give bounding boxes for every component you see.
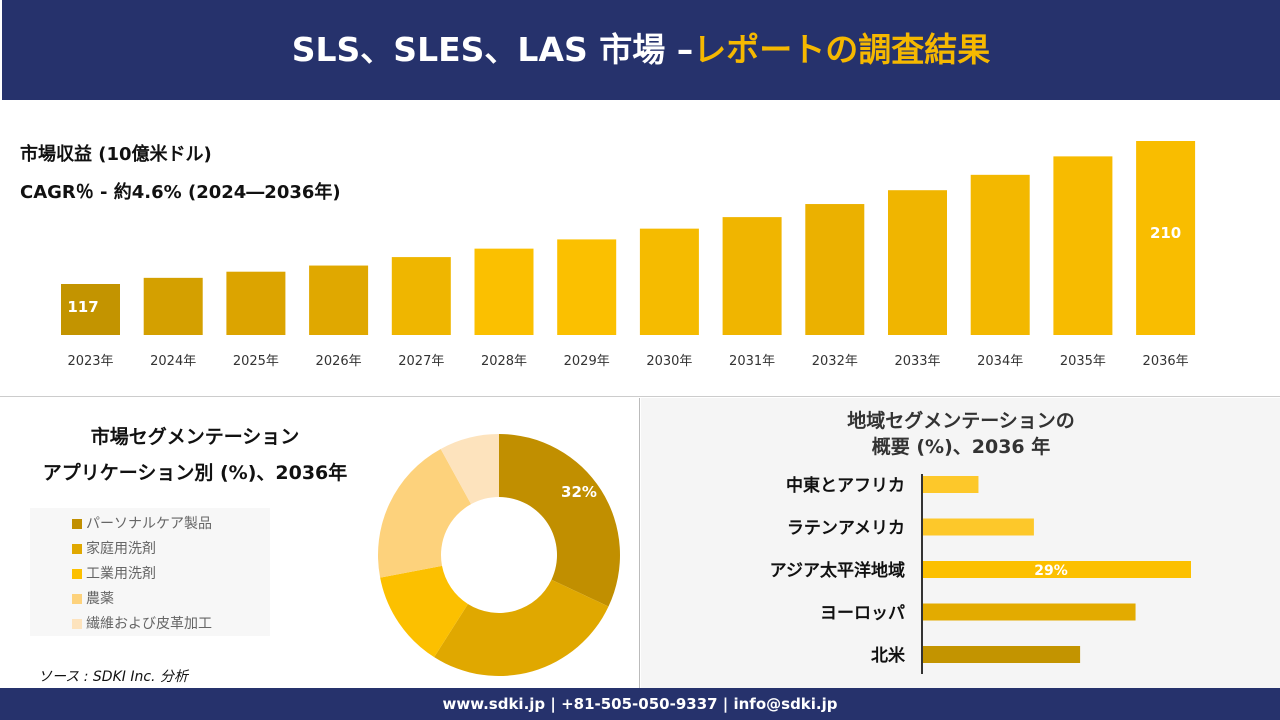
revenue-bar <box>61 284 120 335</box>
revenue-bar <box>557 239 617 335</box>
region-panel: 地域セグメンテーションの 概要 (%)、2036 年 中東とアフリカ ラテンアメリ… <box>641 398 1280 688</box>
header-banner: SLS、SLES、LAS 市場 –レポートの調査結果 <box>2 0 1280 100</box>
year-label: 2028年 <box>481 354 527 369</box>
year-label: 2034年 <box>977 354 1023 369</box>
year-label: 2027年 <box>398 354 444 369</box>
source-note: ソース : SDKI Inc. 分析 <box>38 669 188 685</box>
region-label: 北米 <box>871 645 906 666</box>
legend-item: 家庭用洗剤 <box>72 537 270 562</box>
application-panel: 市場セグメンテーション アプリケーション別 (%)、2036年 パーソナルケア製… <box>0 398 640 688</box>
year-label: 2024年 <box>150 354 196 369</box>
year-label: 2032年 <box>812 354 858 369</box>
footer-contact: www.sdki.jp | +81-505-050-9337 | info@sd… <box>0 688 1280 720</box>
legend-swatch <box>72 569 82 579</box>
revenue-bar <box>970 174 1030 335</box>
legend-swatch <box>72 619 82 629</box>
region-title-1: 地域セグメンテーションの <box>847 410 1075 432</box>
legend-label: 農薬 <box>86 591 114 607</box>
region-bar <box>923 518 1034 536</box>
legend-item: 農薬 <box>72 587 270 612</box>
donut-slice <box>499 434 620 607</box>
bar-data-label: 210 <box>1150 224 1181 242</box>
legend-item: 工業用洗剤 <box>72 562 270 587</box>
region-title-2: 概要 (%)、2036 年 <box>871 436 1051 458</box>
legend-swatch <box>72 544 82 554</box>
revenue-bar <box>391 257 451 335</box>
slice-data-label: 32% <box>561 483 597 501</box>
title-accent: レポートの調査結果 <box>693 30 991 69</box>
revenue-bar-chart: 2023年 117 2024年 2025年 2026年 2027年 2028年 2029年 20… <box>61 141 1196 369</box>
region-bar <box>923 603 1136 621</box>
legend-item: 繊維および皮革加工 <box>72 612 270 637</box>
revenue-bar <box>226 271 286 335</box>
revenue-label: 市場収益 (10億米ドル) <box>20 144 212 165</box>
donut-slice <box>380 565 468 658</box>
donut-slice <box>440 434 499 505</box>
revenue-panel: 市場収益 (10億米ドル) CAGR％ - 約4.6% (2024―2036年)… <box>0 100 1280 397</box>
revenue-bar <box>309 265 369 335</box>
region-label: アジア太平洋地域 <box>770 560 905 581</box>
year-label: 2030年 <box>646 354 692 369</box>
legend-label: 工業用洗剤 <box>86 566 156 582</box>
cagr-label: CAGR％ - 約4.6% (2024―2036年) <box>20 182 341 203</box>
revenue-bar <box>639 228 699 335</box>
region-label: 中東とアフリカ <box>786 475 905 496</box>
legend-label: パーソナルケア製品 <box>86 516 212 532</box>
year-label: 2031年 <box>729 354 775 369</box>
year-label: 2033年 <box>894 354 940 369</box>
revenue-bar <box>888 190 947 335</box>
application-title-1: 市場セグメンテーション <box>90 426 300 448</box>
legend-label: 家庭用洗剤 <box>86 541 156 557</box>
application-donut-chart: 32% <box>378 434 620 676</box>
donut-slice <box>434 579 609 676</box>
legend-swatch <box>72 519 82 529</box>
application-title-2: アプリケーション別 (%)、2036年 <box>42 462 348 484</box>
year-label: 2025年 <box>233 354 279 369</box>
year-label: 2035年 <box>1060 354 1106 369</box>
legend-swatch <box>72 594 82 604</box>
year-label: 2026年 <box>316 354 362 369</box>
year-label: 2029年 <box>564 354 610 369</box>
revenue-bar <box>1053 156 1113 335</box>
revenue-bar <box>474 248 534 335</box>
title-main: SLS、SLES、LAS 市場 – <box>291 30 694 69</box>
region-bar <box>923 646 1081 663</box>
bar-data-label: 117 <box>67 298 98 316</box>
legend-label: 繊維および皮革加工 <box>86 616 212 632</box>
revenue-bar <box>1136 141 1196 335</box>
year-label: 2036年 <box>1143 354 1189 369</box>
revenue-bar <box>722 217 782 335</box>
region-bar <box>923 476 979 493</box>
legend-item: パーソナルケア製品 <box>72 512 270 537</box>
revenue-bar <box>143 277 203 335</box>
revenue-bar <box>805 204 865 335</box>
region-bar <box>923 561 1191 578</box>
region-data-label: 29% <box>1034 563 1068 579</box>
year-label: 2023年 <box>67 354 113 369</box>
region-label: ヨーロッパ <box>820 604 905 624</box>
application-legend: パーソナルケア製品 家庭用洗剤工業用洗剤農薬繊維および皮革加工 <box>30 508 270 636</box>
region-label: ラテンアメリカ <box>787 519 905 539</box>
donut-slice <box>378 448 472 578</box>
